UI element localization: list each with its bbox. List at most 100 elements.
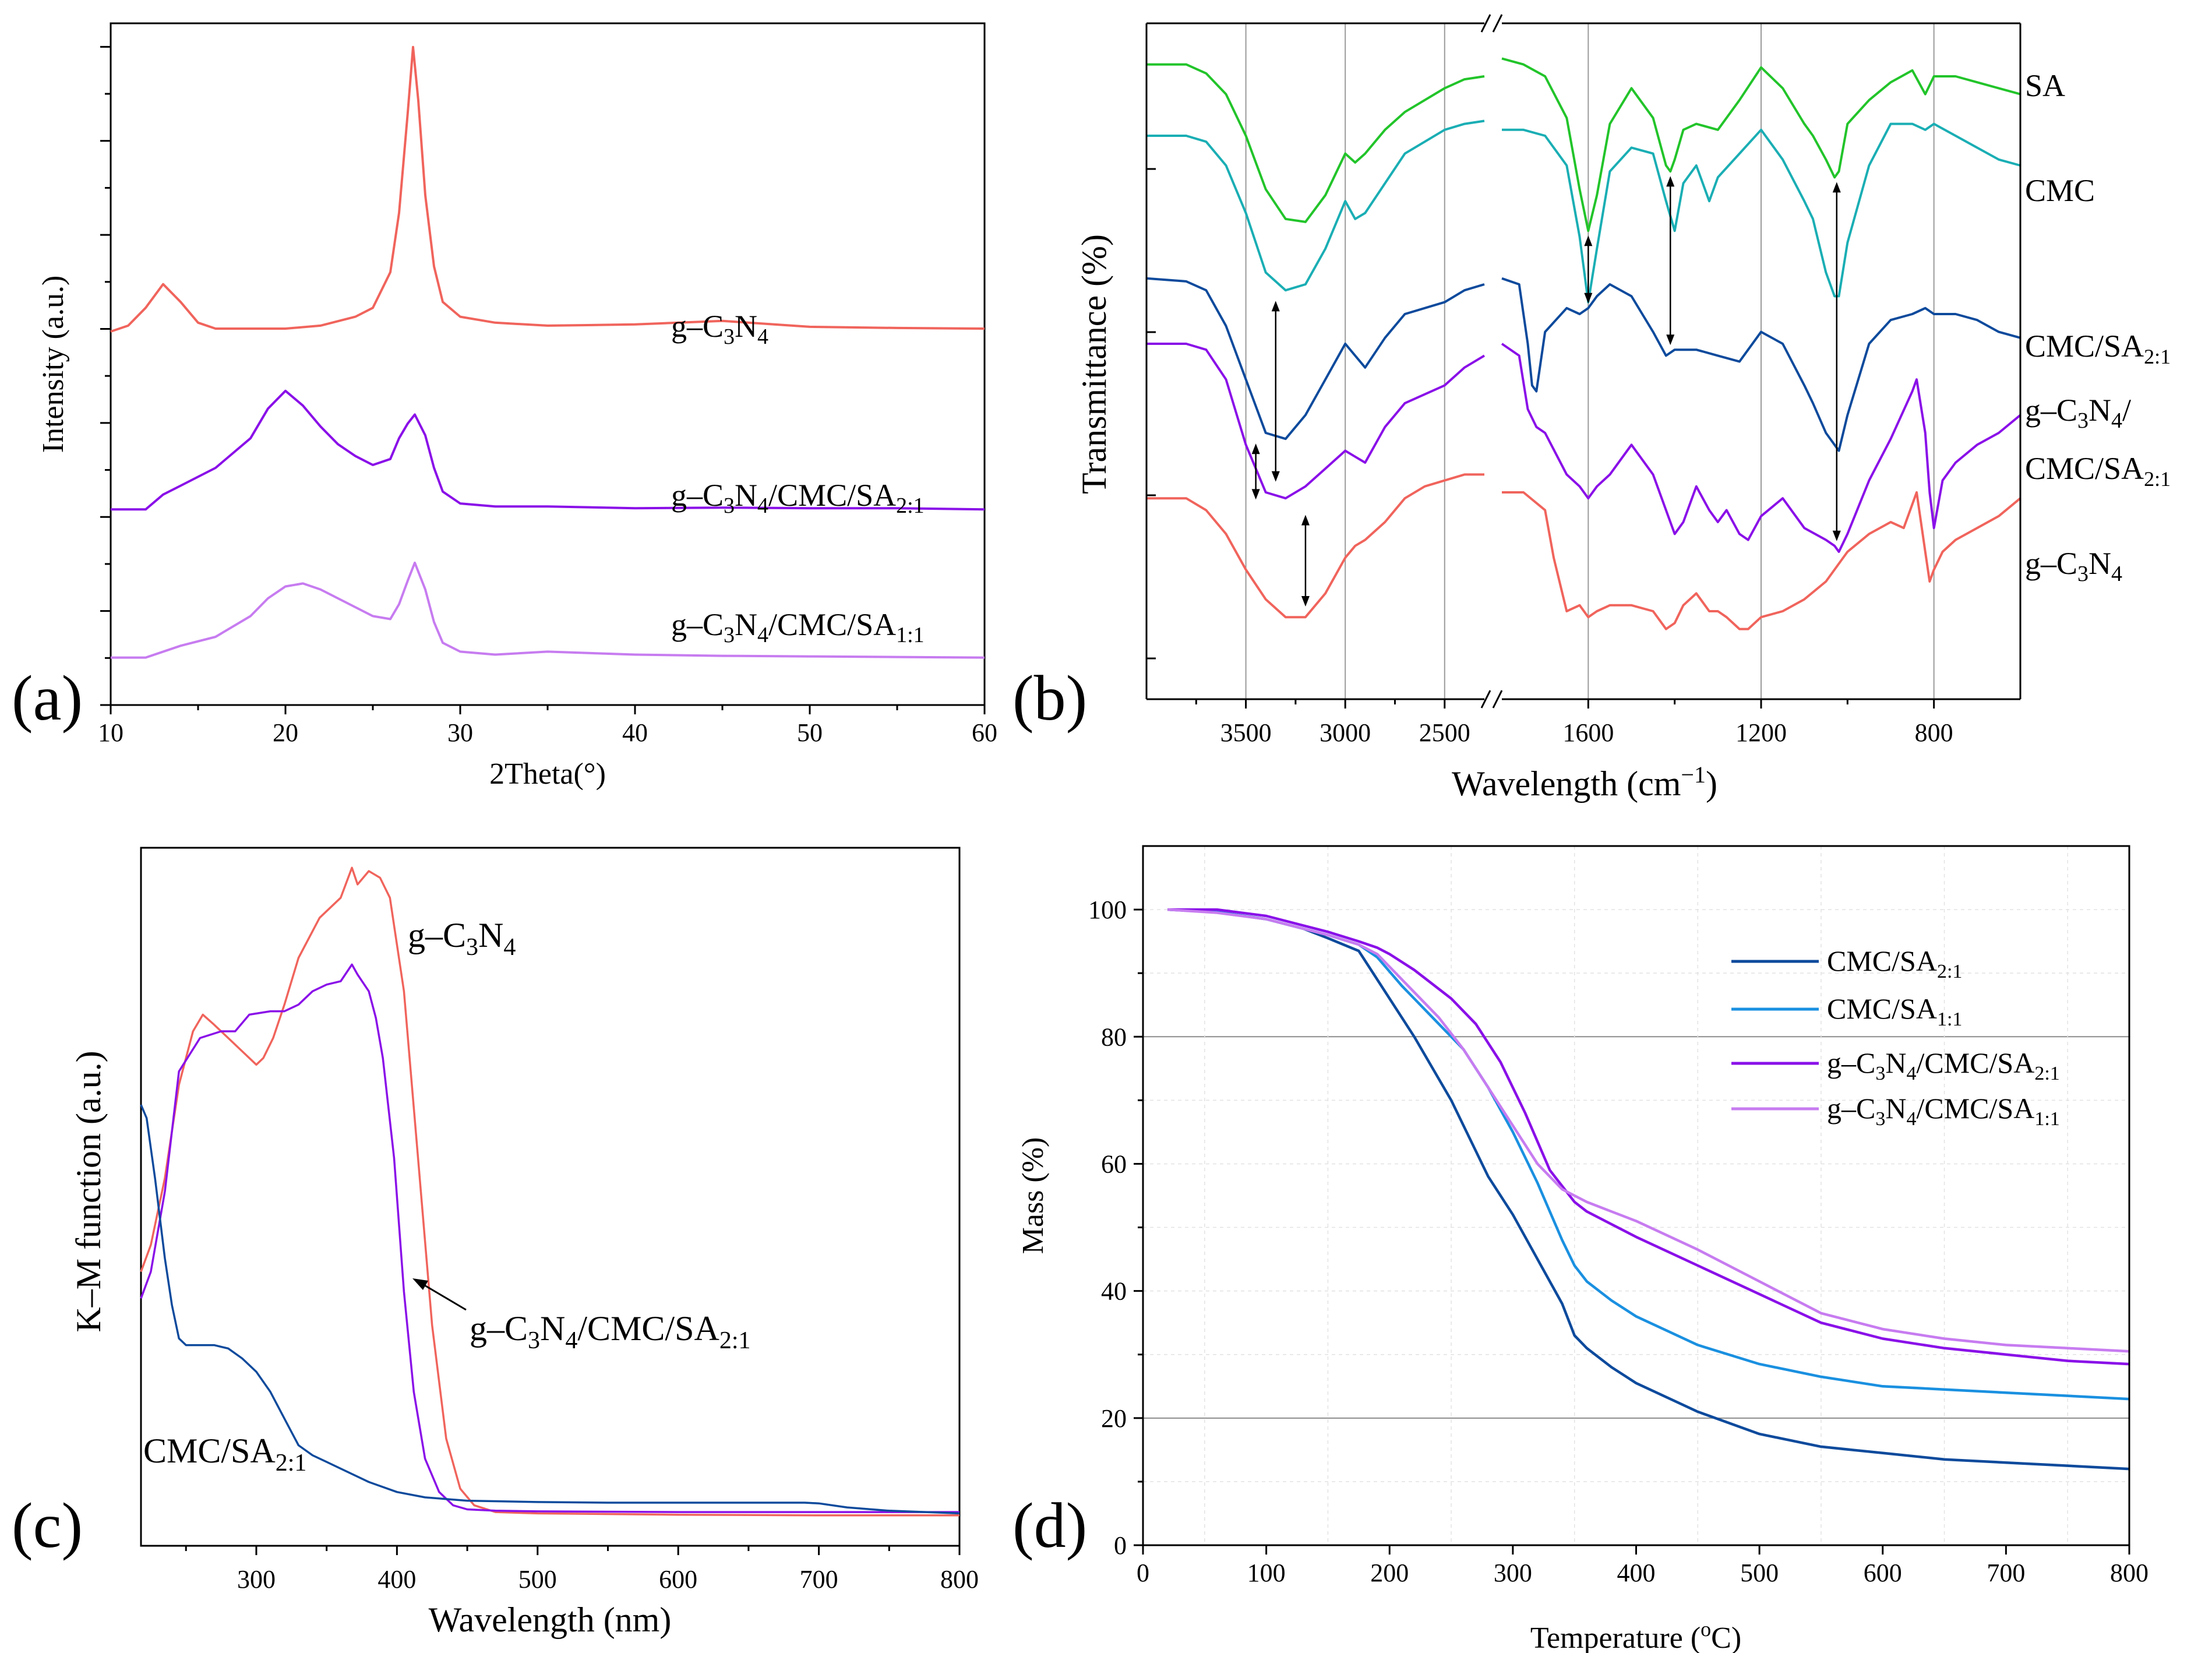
panel-a-x-tick-label: 30 [447, 718, 473, 747]
panel-a-x-tick-label: 40 [622, 718, 648, 747]
panel-d-x-tick-label: 0 [1137, 1559, 1149, 1587]
panel-b-series-cmc-left [1146, 119, 1485, 292]
panel-b-x-tick-label: 1200 [1735, 718, 1787, 747]
panel-a-y-axis-label: Intensity (a.u.) [37, 276, 70, 453]
panel-c-x-tick-label: 600 [659, 1565, 697, 1594]
panel-d-x-tick-label: 100 [1247, 1559, 1286, 1587]
panel-c-x-tick-label: 700 [800, 1565, 838, 1594]
panel-b-x-tick-label: 3000 [1320, 718, 1371, 747]
panel-c-x-tick-label: 800 [940, 1565, 979, 1594]
legend-label-cmc-sa11: CMC/SA1:1 [1827, 992, 1962, 1030]
panel-a: 10 20 30 40 50 60 (a) 2Theta(°) Intensity (a.… [12, 22, 997, 791]
panel-b-series-cmc-sa2-1-left [1146, 277, 1485, 440]
panel-a-label-gcn: g–C3N4 [671, 309, 768, 349]
panel-b-arrow-head [1584, 292, 1593, 304]
panel-a-series [110, 45, 985, 659]
legend-label-gcn-cmc-sa11: g–C3N4/CMC/SA1:1 [1827, 1092, 2060, 1130]
panel-b-x-tick-label: 1600 [1562, 718, 1614, 747]
panel-d-x-tick-label: 200 [1370, 1559, 1409, 1587]
panel-a-x-tick-label: 20 [273, 718, 298, 747]
panel-d-x-tick-label: 800 [2110, 1559, 2149, 1587]
panel-d-series-g-c3n4-cmc-sa1-1 [1167, 908, 2130, 1353]
panel-c-frame [140, 847, 961, 1547]
panel-d-x-tick-label: 500 [1740, 1559, 1779, 1587]
panel-a-label-gcn-cmc-sa11: g–C3N4/CMC/SA1:1 [671, 607, 925, 647]
panel-b-arrow-head [1832, 530, 1841, 541]
panel-d-x-tick-label: 400 [1617, 1559, 1656, 1587]
panel-d-series-cmc-sa2-1 [1167, 908, 2130, 1471]
panel-b-reference-lines [1245, 23, 1935, 699]
panel-b-arrow-head [1251, 489, 1260, 500]
panel-d: 0 20 40 60 80 100 0 100 200 300 400 500 600 700 800 (… [1012, 845, 2149, 1653]
panel-d-series-g-c3n4-cmc-sa2-1 [1167, 908, 2130, 1366]
panel-b-y-ticks [1146, 168, 1156, 660]
panel-c-label: (c) [12, 1490, 83, 1561]
panel-d-y-tick-label: 100 [1088, 896, 1127, 924]
panel-d-x-tick-label: 300 [1494, 1559, 1532, 1587]
panel-b-series-g-c3n4-left [1146, 473, 1484, 619]
panel-a-series-g-c3n4 [110, 45, 985, 333]
panel-d-frame [1142, 845, 2130, 1546]
panel-c-x-ticks: 300 400 500 600 700 800 [185, 1546, 979, 1594]
panel-b-x-tick-label: 800 [1915, 718, 1953, 747]
panel-d-x-tick-label: 600 [1864, 1559, 1902, 1587]
panel-a-x-tick-label: 60 [972, 718, 997, 747]
panel-b-axis-break [1480, 14, 1503, 709]
panel-d-series-cmc-sa1-1 [1167, 908, 2130, 1401]
panel-b-arrow-head [1301, 514, 1310, 526]
panel-c-annotation-arrow [412, 1278, 467, 1311]
panel-b-arrow-head [1251, 443, 1260, 454]
panel-b-arrow-head [1271, 301, 1280, 312]
panel-d-y-tick-label: 80 [1101, 1023, 1127, 1051]
panel-b-series-sa-right [1501, 57, 2021, 232]
panel-c-x-axis-label: Wavelength (nm) [429, 1601, 672, 1639]
panel-b-label-gcn-cmc-line2: CMC/SA2:1 [2025, 451, 2171, 491]
panel-b-series-sa-left [1146, 63, 1485, 223]
panel-d-legend: CMC/SA2:1 CMC/SA1:1 g–C3N4/CMC/SA2:1 g–C… [1731, 944, 2060, 1130]
panel-c-x-tick-label: 300 [237, 1565, 276, 1594]
panel-b: 3500 3000 2500 1600 1200 800 (b) Wavelength (… [1012, 14, 2171, 803]
panel-c: 300 400 500 600 700 800 (c) Wavelength (nm) K… [12, 847, 979, 1639]
panel-b-x-tick-label: 3500 [1220, 718, 1272, 747]
panel-d-series [1167, 908, 2130, 1471]
panel-b-label: (b) [1012, 662, 1087, 734]
panel-a-series-g-c3n4-cmc-sa2-1 [111, 389, 985, 511]
panel-c-label-cmc-sa21: CMC/SA2:1 [143, 1432, 306, 1476]
panel-b-x-axis-label: Wavelength (cm−1) [1452, 762, 1717, 803]
panel-b-arrow-head [1832, 182, 1841, 193]
panel-b-series-g-c3n4-right [1502, 491, 2022, 630]
panel-b-label-cmc-sa21: CMC/SA2:1 [2025, 329, 2171, 368]
panel-d-grid [1143, 846, 2129, 1545]
panel-a-x-tick-label: 10 [98, 718, 124, 747]
panel-b-series-cmc-sa2-1-right [1501, 277, 2021, 452]
panel-b-series-g-c3n4-cmc-sa2-1-right [1501, 343, 2022, 553]
panel-c-annotation: g–C3N4/CMC/SA2:1 [470, 1309, 750, 1354]
panel-c-series [140, 866, 960, 1517]
panel-d-y-tick-label: 40 [1101, 1277, 1127, 1306]
panel-a-x-tick-label: 50 [797, 718, 823, 747]
panel-d-x-ticks: 0 100 200 300 400 500 600 700 800 [1137, 1545, 2149, 1587]
panel-b-x-ticks: 3500 3000 2500 1600 1200 800 [1195, 699, 1953, 747]
panel-a-x-ticks: 10 20 30 40 50 60 [98, 705, 997, 747]
panel-c-x-tick-label: 500 [518, 1565, 557, 1594]
panel-d-y-axis-label: Mass (%) [1017, 1137, 1050, 1254]
panel-b-label-gcn: g–C3N4 [2025, 546, 2122, 586]
panel-b-arrow-head [1666, 334, 1675, 346]
panel-b-arrow-head [1584, 235, 1593, 246]
panel-b-arrow-head [1666, 176, 1675, 187]
panel-d-y-tick-label: 60 [1101, 1150, 1127, 1178]
panel-d-y-tick-label: 20 [1101, 1404, 1127, 1433]
panel-d-y-tick-label: 0 [1114, 1531, 1127, 1560]
panel-a-frame [110, 22, 986, 706]
panel-b-x-tick-label: 2500 [1419, 718, 1470, 747]
panel-a-label: (a) [12, 662, 83, 734]
panel-a-y-ticks [100, 45, 111, 706]
panel-c-series-cmc-sa2-1 [140, 1104, 960, 1515]
panel-b-series-g-c3n4-cmc-sa2-1-left [1146, 343, 1486, 500]
panel-d-label: (d) [1012, 1490, 1087, 1561]
panel-b-label-gcn-cmc-line1: g–C3N4/ [2025, 393, 2131, 433]
panel-b-series [1146, 57, 2022, 630]
panel-d-x-tick-label: 700 [1987, 1559, 2025, 1587]
legend-label-cmc-sa21: CMC/SA2:1 [1827, 944, 1962, 982]
